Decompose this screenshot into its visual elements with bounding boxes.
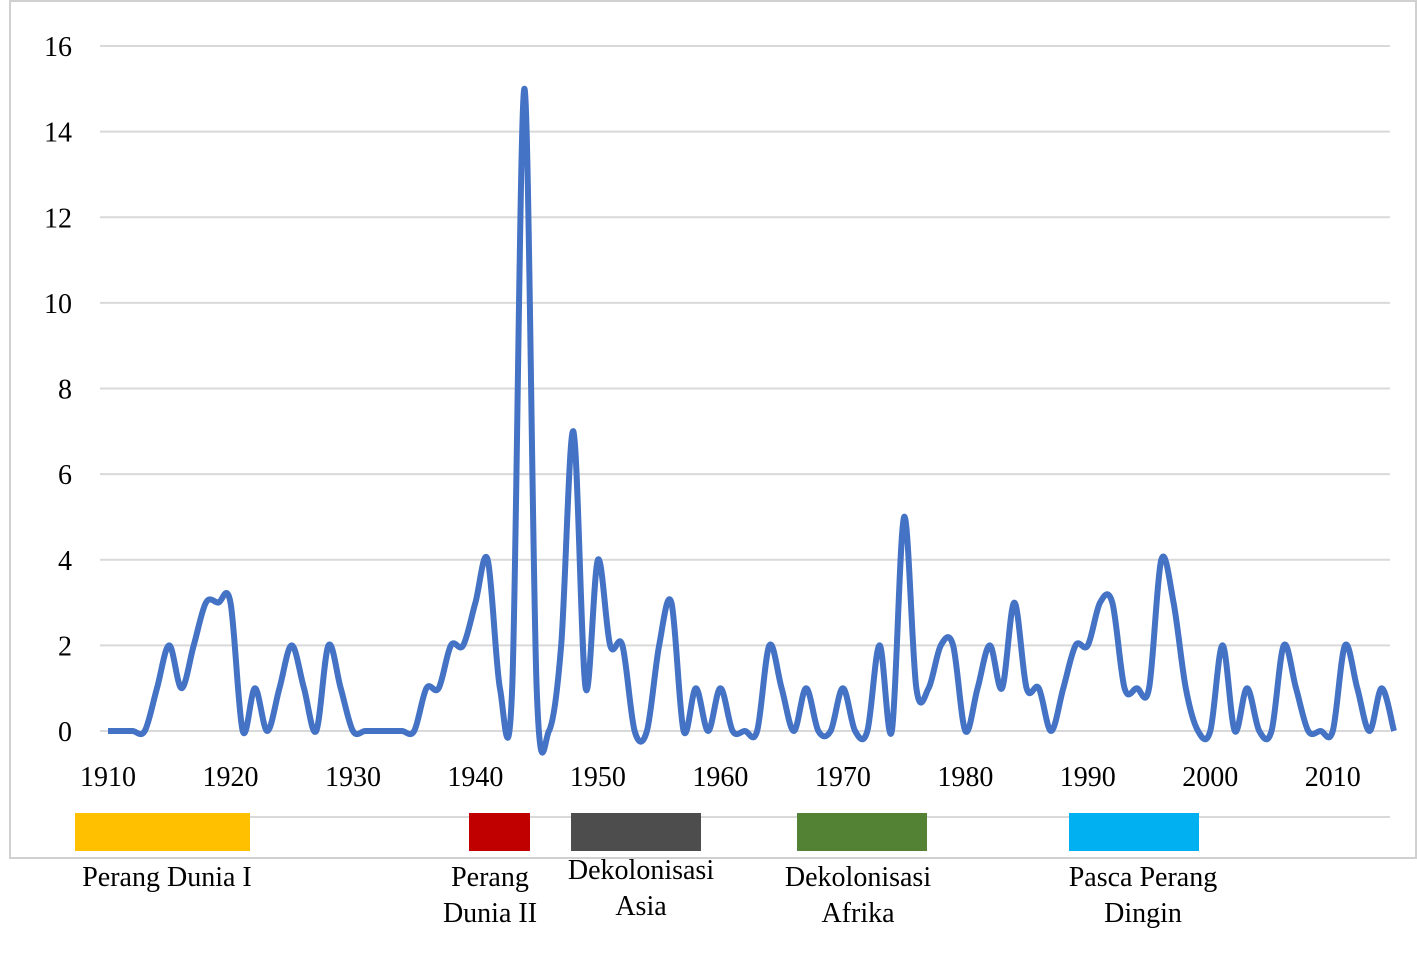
x-tick-label: 1950 bbox=[570, 762, 626, 793]
y-tick-label: 2 bbox=[58, 631, 72, 662]
period-bar bbox=[1069, 813, 1199, 851]
y-tick-label: 14 bbox=[44, 118, 72, 149]
y-tick-label: 4 bbox=[58, 546, 72, 577]
x-tick-label: 1940 bbox=[447, 762, 503, 793]
period-label: Perang Dunia I bbox=[82, 862, 252, 893]
x-tick-label: 1990 bbox=[1060, 762, 1116, 793]
y-tick-label: 12 bbox=[44, 203, 72, 234]
y-tick-label: 10 bbox=[44, 289, 72, 320]
x-tick-label: 1930 bbox=[325, 762, 381, 793]
y-tick-label: 8 bbox=[58, 375, 72, 406]
period-bar bbox=[469, 813, 530, 851]
x-tick-label: 1970 bbox=[815, 762, 871, 793]
x-tick-label: 1960 bbox=[692, 762, 748, 793]
x-tick-label: 1910 bbox=[80, 762, 136, 793]
x-tick-label: 2010 bbox=[1305, 762, 1361, 793]
period-label: Dekolonisasi Asia bbox=[567, 855, 715, 922]
y-tick-label: 6 bbox=[58, 460, 72, 491]
period-label: Pasca Perang Dingin bbox=[1068, 862, 1218, 929]
y-tick-label: 0 bbox=[58, 717, 72, 748]
period-bar bbox=[571, 813, 701, 851]
period-bar bbox=[75, 813, 250, 851]
period-bar bbox=[797, 813, 927, 851]
chart-frame bbox=[9, 0, 1417, 859]
x-tick-label: 2000 bbox=[1182, 762, 1238, 793]
y-tick-label: 16 bbox=[44, 32, 72, 63]
data-line bbox=[107, 85, 1397, 756]
period-label: Perang Dunia II bbox=[442, 862, 538, 929]
x-tick-label: 1920 bbox=[202, 762, 258, 793]
period-label: Dekolonisasi Afrika bbox=[784, 862, 932, 929]
x-tick-label: 1980 bbox=[937, 762, 993, 793]
